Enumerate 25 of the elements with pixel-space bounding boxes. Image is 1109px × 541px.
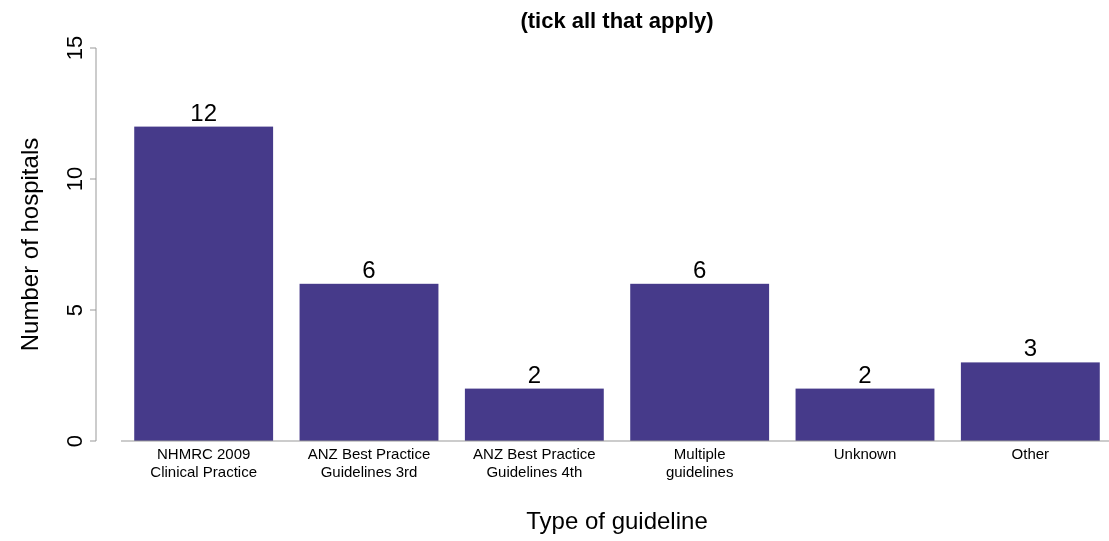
data-label: 12 <box>190 98 218 126</box>
x-axis-title: Type of guideline <box>526 507 708 534</box>
data-label: 6 <box>362 255 376 283</box>
y-tick-label: 15 <box>62 35 87 61</box>
bar <box>464 388 604 441</box>
data-label: 3 <box>1023 334 1038 362</box>
bar <box>630 283 770 441</box>
data-label: 2 <box>527 360 542 388</box>
data-label: 6 <box>692 255 707 283</box>
x-tick-label: Multiple guidelines <box>665 445 734 480</box>
x-tick-label: ANZ Best Practice Guidelines 4th <box>473 445 596 480</box>
bar <box>795 388 935 441</box>
data-label: 2 <box>858 360 872 388</box>
chart-title: (tick all that apply) <box>520 8 714 33</box>
y-axis-title: Number of hospitals <box>16 137 43 352</box>
x-tick-label: NHMRC 2009 Clinical Practice <box>150 445 258 480</box>
x-tick-label: Unknown <box>833 445 897 462</box>
x-tick-label: ANZ Best Practice Guidelines 3rd <box>307 445 431 480</box>
y-tick-label: 0 <box>62 434 87 448</box>
y-tick-label: 10 <box>62 166 87 192</box>
bar <box>299 283 439 441</box>
bar <box>134 126 274 441</box>
bar <box>960 362 1100 441</box>
x-tick-label: Other <box>1011 445 1050 462</box>
y-tick-label: 5 <box>62 303 87 317</box>
